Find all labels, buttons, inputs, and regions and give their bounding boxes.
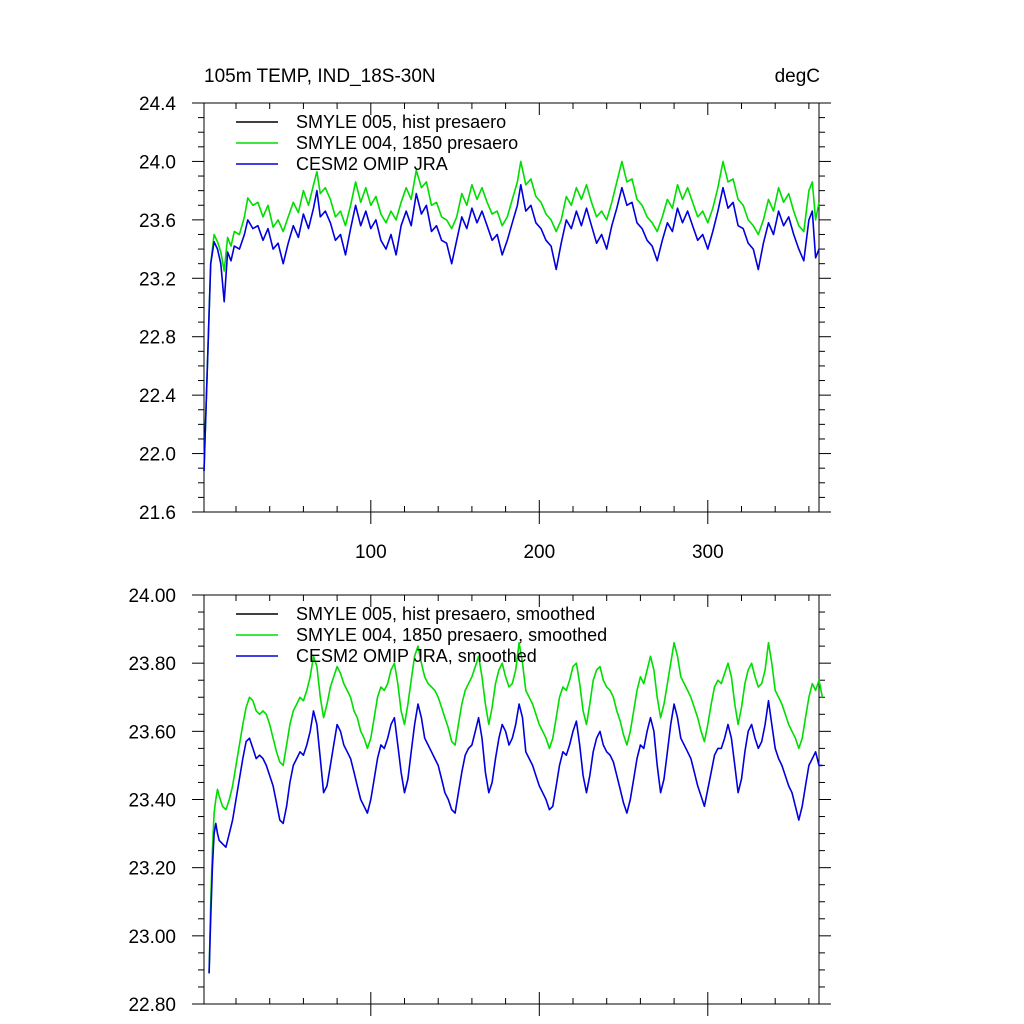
bottom-legend-label-0: SMYLE 005, hist presaero, smoothed [296, 604, 595, 624]
bottom-chart-legend: SMYLE 005, hist presaero, smoothedSMYLE … [236, 604, 607, 666]
top-chart: 105m TEMP, IND_18S-30N degC 21.6 22.0 22.4… [139, 66, 831, 563]
top-series-line-2 [203, 184, 820, 472]
top-chart-series [203, 160, 820, 472]
top-y-tick-label: 22.8 [139, 328, 176, 349]
top-y-tick-label: 22.4 [139, 386, 176, 407]
bottom-y-tick-label: 24.00 [128, 586, 176, 607]
bottom-series-line-1 [208, 641, 824, 974]
bottom-series-line-2 [208, 699, 823, 974]
bottom-y-tick-label: 23.20 [128, 859, 176, 880]
top-chart-ticks: 21.6 22.0 22.4 22.8 23.2 23.6 24.0 24.4 100 200 30… [139, 94, 831, 563]
bottom-y-tick-label: 22.80 [128, 995, 176, 1016]
top-chart-units: degC [775, 66, 820, 87]
top-x-tick-label: 200 [523, 542, 555, 563]
bottom-y-tick-label: 23.00 [128, 927, 176, 948]
bottom-y-tick-label: 23.80 [128, 654, 176, 675]
bottom-chart: 22.80 23.00 23.20 23.40 23.60 23.80 24.00 SMYL… [128, 586, 831, 1016]
top-y-tick-label: 24.4 [139, 94, 176, 115]
bottom-legend-label-2: CESM2 OMIP JRA, smoothed [296, 646, 537, 666]
bottom-y-tick-label: 23.40 [128, 791, 176, 812]
top-y-tick-label: 23.6 [139, 211, 176, 232]
bottom-chart-series [208, 641, 824, 974]
top-legend-label-2: CESM2 OMIP JRA [296, 154, 448, 174]
top-y-tick-label: 23.2 [139, 269, 176, 290]
top-y-tick-label: 22.0 [139, 445, 176, 466]
top-x-tick-label: 100 [355, 542, 387, 563]
top-x-tick-label: 300 [692, 542, 724, 563]
top-legend-label-0: SMYLE 005, hist presaero [296, 112, 506, 132]
top-series-line-1 [203, 160, 820, 472]
bottom-legend-label-1: SMYLE 004, 1850 presaero, smoothed [296, 625, 607, 645]
top-y-tick-label: 21.6 [139, 503, 176, 524]
bottom-chart-ticks: 22.80 23.00 23.20 23.40 23.60 23.80 24.00 [128, 586, 831, 1016]
top-legend-label-1: SMYLE 004, 1850 presaero [296, 133, 518, 153]
top-y-tick-label: 24.0 [139, 152, 176, 173]
bottom-y-tick-label: 23.60 [128, 722, 176, 743]
top-chart-title: 105m TEMP, IND_18S-30N [204, 66, 436, 87]
